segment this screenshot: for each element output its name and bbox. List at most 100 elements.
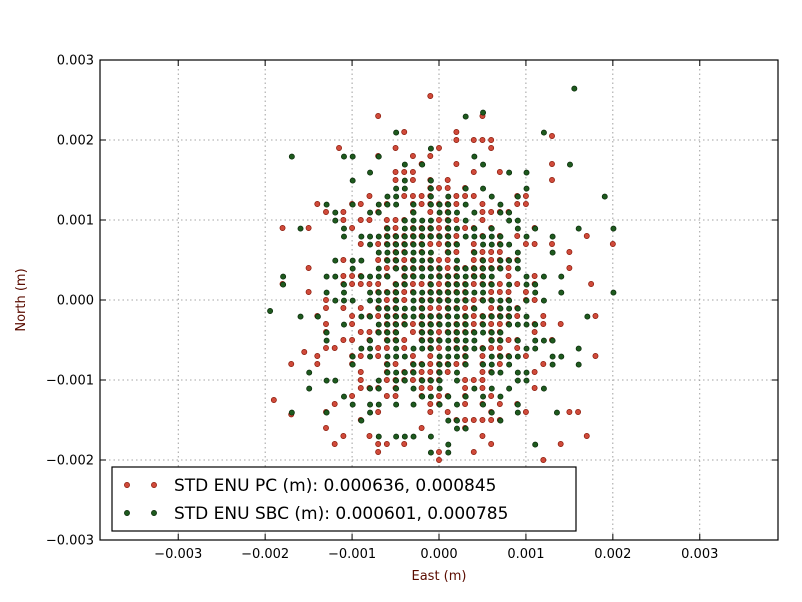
data-point — [514, 217, 521, 224]
data-point — [462, 185, 469, 192]
data-point — [479, 137, 486, 143]
data-point — [367, 401, 374, 408]
data-point — [506, 353, 513, 360]
data-point — [445, 281, 452, 288]
data-point — [454, 297, 460, 304]
data-point — [436, 457, 442, 463]
data-point — [453, 233, 460, 239]
data-point — [349, 393, 356, 399]
data-point — [410, 201, 417, 208]
data-point — [419, 393, 426, 400]
data-point — [497, 393, 504, 400]
data-point — [471, 209, 478, 216]
data-point — [375, 241, 382, 247]
legend: STD ENU PC (m): 0.000636, 0.000845 STD EN… — [111, 466, 577, 532]
data-point — [514, 281, 521, 287]
data-point — [609, 241, 616, 247]
data-point — [410, 257, 417, 264]
data-point — [367, 169, 374, 176]
data-point — [357, 369, 364, 375]
data-point — [523, 185, 530, 192]
data-point — [462, 313, 469, 320]
data-point — [558, 353, 565, 360]
data-point — [427, 193, 434, 200]
data-point — [540, 321, 547, 327]
data-point — [506, 241, 513, 248]
data-point — [375, 441, 382, 447]
data-point — [479, 417, 486, 423]
data-point — [479, 385, 486, 391]
x-tick-label: −0.002 — [241, 547, 289, 562]
data-point — [349, 153, 356, 160]
data-point — [471, 289, 478, 296]
data-point — [409, 177, 416, 183]
data-point — [401, 169, 408, 175]
data-point — [454, 401, 460, 408]
data-point — [401, 257, 408, 263]
data-point — [506, 209, 513, 216]
data-point — [314, 201, 321, 207]
data-point — [427, 201, 434, 208]
data-point — [393, 305, 400, 312]
data-point — [409, 281, 416, 287]
data-point — [488, 353, 495, 360]
data-point — [384, 225, 391, 232]
data-point — [445, 321, 452, 328]
data-point — [588, 281, 595, 287]
data-point — [340, 217, 347, 223]
data-point — [323, 329, 330, 336]
data-point — [340, 209, 347, 215]
data-point — [270, 397, 277, 403]
data-point — [393, 289, 400, 296]
data-point — [462, 353, 469, 360]
data-point — [480, 321, 487, 328]
data-point — [454, 225, 460, 232]
data-point — [462, 425, 469, 432]
data-point — [462, 273, 469, 280]
data-point — [349, 201, 356, 208]
data-point — [445, 449, 452, 456]
y-tick-label: 0.003 — [57, 54, 94, 69]
data-point — [488, 281, 495, 288]
data-point — [471, 225, 478, 232]
data-point — [409, 193, 416, 199]
data-point — [505, 289, 512, 295]
data-point — [419, 225, 426, 232]
data-point — [279, 225, 286, 231]
data-point — [454, 369, 460, 376]
data-point — [314, 313, 321, 320]
data-point — [540, 361, 547, 367]
data-point — [488, 361, 495, 368]
data-point — [480, 233, 487, 240]
data-point — [383, 297, 390, 303]
data-point — [471, 153, 478, 160]
data-point — [401, 217, 408, 224]
data-point — [540, 313, 547, 319]
data-point — [506, 297, 513, 304]
data-point — [419, 345, 426, 352]
data-point — [366, 433, 373, 439]
data-point — [393, 193, 400, 200]
data-point — [436, 385, 443, 392]
data-point — [367, 209, 374, 216]
x-tick-label: 0.003 — [681, 547, 718, 562]
data-point — [445, 273, 452, 280]
data-point — [375, 297, 382, 304]
data-point — [488, 233, 495, 240]
data-point — [401, 321, 408, 328]
data-point — [410, 225, 417, 232]
data-point — [410, 265, 417, 272]
data-point — [436, 321, 443, 328]
data-point — [331, 441, 338, 447]
data-point — [496, 289, 503, 295]
data-point — [332, 217, 339, 224]
data-point — [301, 349, 308, 355]
data-point — [549, 361, 556, 368]
data-point — [488, 393, 495, 399]
data-point — [384, 353, 391, 360]
data-point — [306, 385, 313, 392]
data-point — [470, 297, 477, 303]
data-point — [393, 369, 400, 376]
data-point — [410, 313, 417, 320]
data-point — [480, 185, 487, 192]
